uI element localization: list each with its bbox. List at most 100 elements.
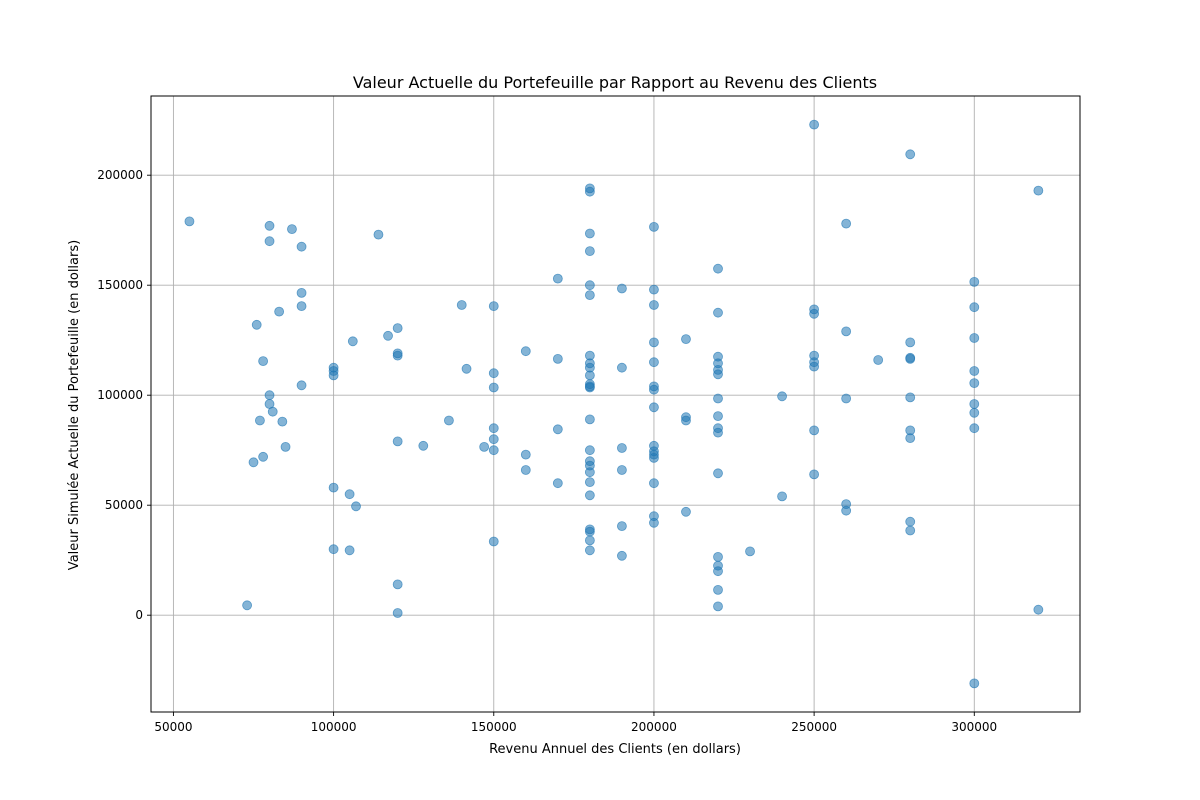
data-point xyxy=(488,301,499,312)
data-point xyxy=(264,390,275,401)
data-point xyxy=(713,307,723,318)
data-point xyxy=(584,382,595,393)
data-point xyxy=(392,436,403,447)
data-point xyxy=(383,330,393,341)
data-point xyxy=(617,443,627,453)
data-point xyxy=(969,302,980,313)
data-point xyxy=(969,378,980,389)
data-point xyxy=(649,452,659,463)
data-point xyxy=(617,521,627,531)
data-point xyxy=(809,469,820,480)
data-point xyxy=(617,465,627,475)
data-point xyxy=(584,490,595,501)
data-point xyxy=(347,336,358,347)
chart-title: Valeur Actuelle du Portefeuille par Rapp… xyxy=(353,73,877,92)
data-point xyxy=(488,445,499,456)
data-point xyxy=(274,306,285,317)
data-point xyxy=(520,449,531,460)
data-point xyxy=(809,425,820,436)
data-point xyxy=(905,433,916,444)
data-point xyxy=(248,457,259,468)
data-point xyxy=(969,276,980,287)
data-point xyxy=(713,552,723,562)
data-point xyxy=(520,346,531,357)
data-point xyxy=(777,491,787,502)
data-point xyxy=(841,218,852,229)
data-point xyxy=(584,545,595,556)
data-point xyxy=(681,506,691,517)
data-point xyxy=(873,355,884,365)
data-point xyxy=(373,229,384,240)
data-point xyxy=(444,415,454,426)
data-point xyxy=(969,423,980,434)
y-tick-label: 150000 xyxy=(97,278,143,292)
data-point xyxy=(617,550,627,561)
data-point xyxy=(488,434,499,445)
data-point xyxy=(905,149,916,160)
data-point xyxy=(649,517,659,528)
data-point xyxy=(584,414,595,425)
data-point xyxy=(1033,604,1044,615)
data-point xyxy=(418,440,429,451)
data-point xyxy=(584,526,595,537)
data-point xyxy=(809,361,820,372)
data-point xyxy=(344,489,355,500)
data-point xyxy=(328,370,339,381)
data-point xyxy=(649,357,659,368)
data-point xyxy=(584,228,595,239)
data-point xyxy=(969,407,980,418)
data-point xyxy=(344,545,355,556)
data-point xyxy=(277,416,288,427)
data-point xyxy=(841,326,852,337)
axis-ticks: 50000 100000 150000 200000 250000 300000 0 5000… xyxy=(97,168,997,734)
data-point xyxy=(713,393,723,404)
data-point xyxy=(296,287,307,298)
data-point xyxy=(461,363,472,374)
data-point xyxy=(713,411,723,422)
data-point xyxy=(258,451,269,462)
y-axis-label: Valeur Simulée Actuelle du Portefeuille … xyxy=(67,240,82,570)
data-point xyxy=(488,536,499,547)
data-point xyxy=(328,482,339,493)
data-point xyxy=(713,566,723,577)
data-point xyxy=(841,393,852,404)
data-point xyxy=(713,601,723,612)
data-point xyxy=(681,334,691,345)
data-point xyxy=(392,579,403,590)
data-point xyxy=(584,280,595,291)
data-point xyxy=(584,370,595,381)
data-point xyxy=(905,525,916,536)
data-point xyxy=(809,308,820,319)
data-point xyxy=(351,501,361,512)
data-point xyxy=(584,445,595,456)
y-tick-label: 0 xyxy=(135,608,143,622)
data-point xyxy=(264,220,275,231)
data-point xyxy=(520,465,531,475)
data-point xyxy=(584,467,595,478)
data-point xyxy=(258,356,269,367)
data-points xyxy=(184,119,1044,689)
data-point xyxy=(296,301,307,312)
data-point xyxy=(681,415,691,426)
data-point xyxy=(296,241,307,252)
y-tick-label: 50000 xyxy=(105,498,143,512)
plot-frame xyxy=(150,95,1081,713)
data-point xyxy=(184,216,195,227)
data-point xyxy=(617,283,627,294)
data-point xyxy=(296,380,307,391)
data-point xyxy=(649,478,659,489)
data-point xyxy=(392,350,403,361)
data-point xyxy=(392,608,403,618)
data-point xyxy=(777,391,787,402)
data-point xyxy=(841,505,852,516)
x-tick-label: 100000 xyxy=(311,720,357,734)
data-point xyxy=(584,535,595,546)
data-point xyxy=(488,382,499,393)
data-point xyxy=(456,300,467,310)
data-point xyxy=(905,392,916,403)
data-point xyxy=(649,284,659,295)
data-point xyxy=(584,246,595,257)
data-point xyxy=(584,186,595,197)
